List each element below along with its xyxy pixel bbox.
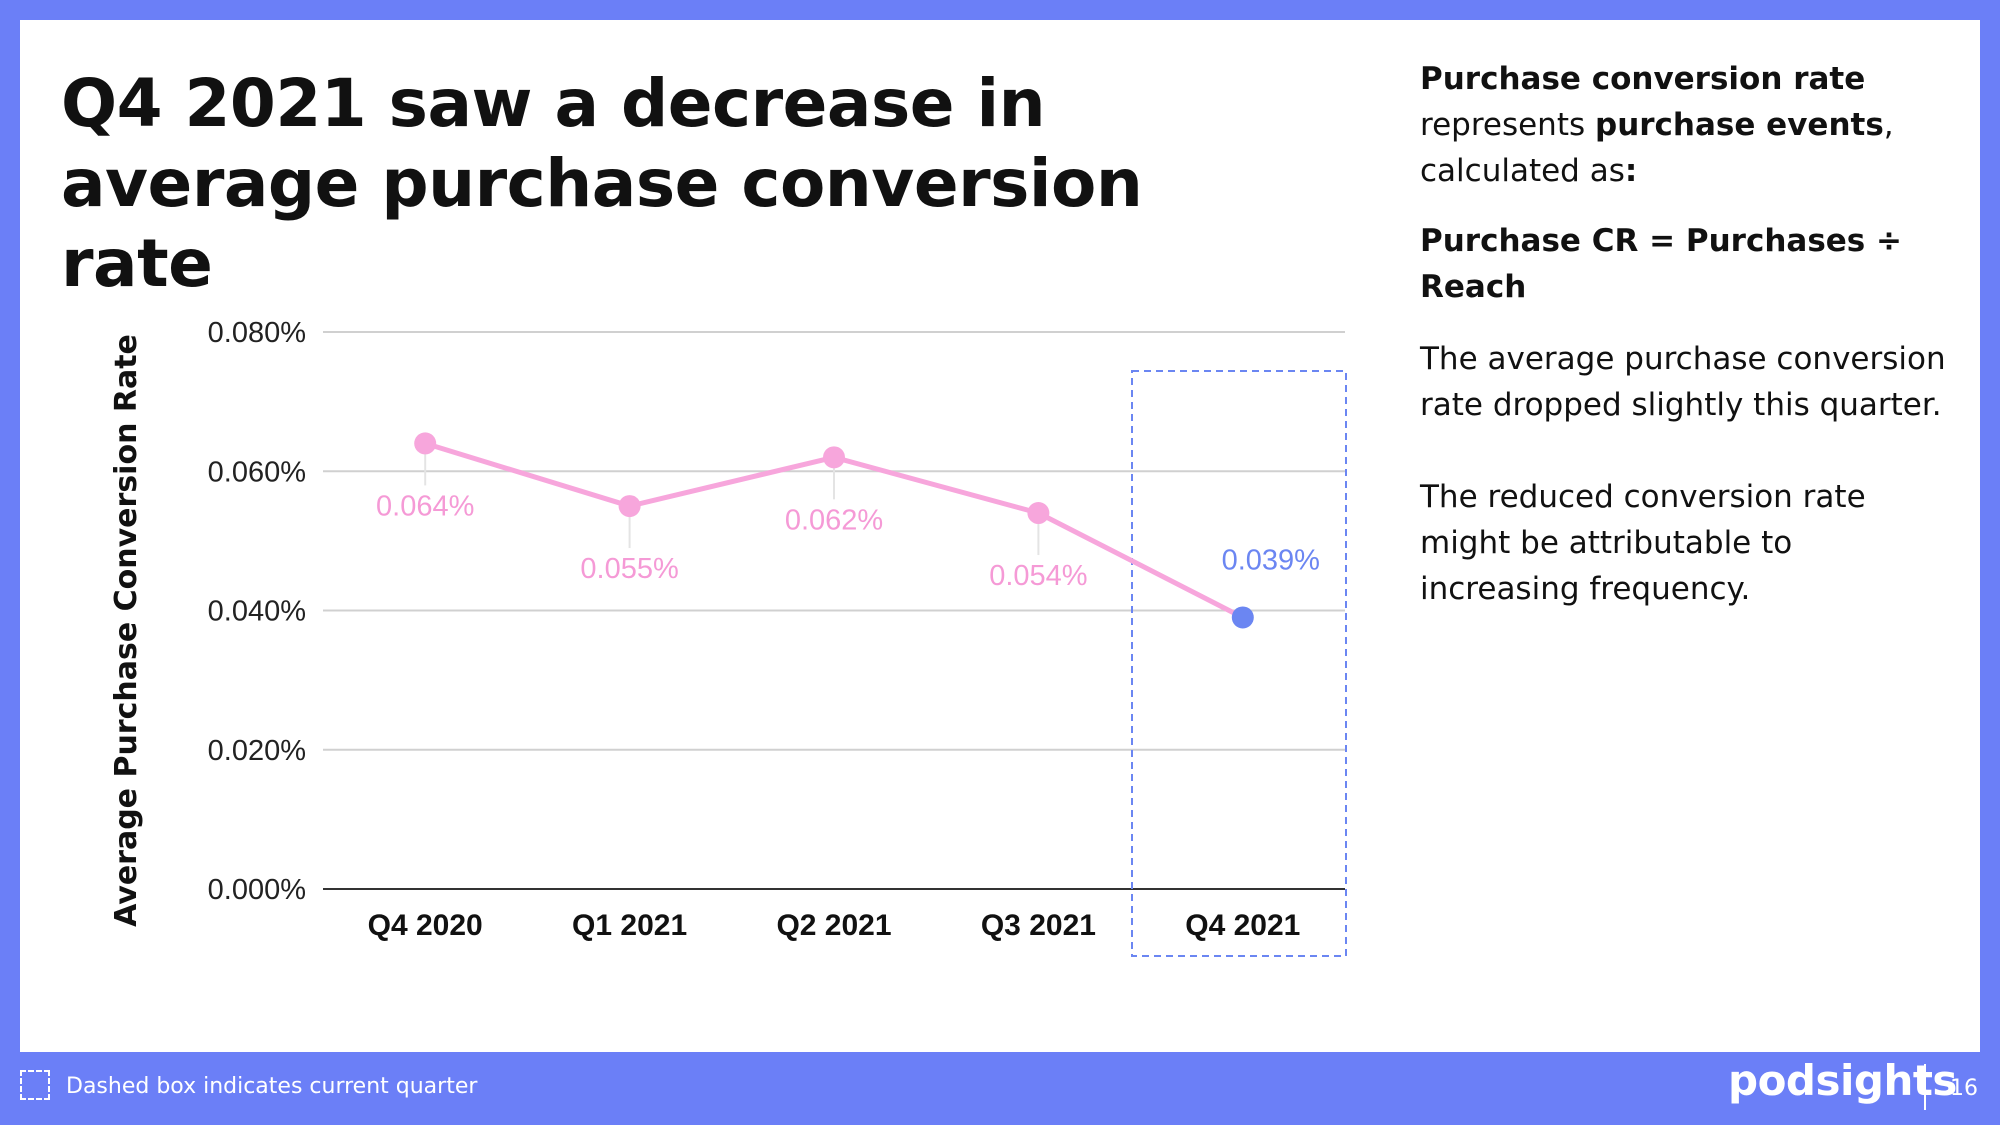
x-tick-label: Q3 2021	[981, 909, 1096, 942]
current-quarter-box	[1131, 370, 1347, 957]
footer-divider	[1924, 1064, 1926, 1110]
y-tick-label: 0.060%	[208, 456, 306, 488]
insight-paragraph: The average purchase conversion rate dro…	[1420, 341, 1946, 423]
definition-colon: :	[1624, 153, 1638, 189]
explanation-paragraph: The reduced conversion rate might be att…	[1420, 479, 1866, 607]
definition-text: represents	[1420, 107, 1586, 143]
y-tick-label: 0.080%	[208, 317, 306, 349]
data-label: 0.062%	[785, 504, 883, 536]
definition-paragraph: Purchase conversion rate represents purc…	[1420, 56, 1960, 194]
y-tick-label: 0.000%	[208, 874, 306, 906]
data-point	[823, 446, 845, 469]
definition-events: purchase events	[1595, 107, 1884, 143]
x-tick-label: Q4 2020	[368, 909, 483, 942]
data-label: 0.064%	[376, 490, 474, 522]
x-tick-label: Q1 2021	[572, 909, 687, 942]
brand-logo: podsights	[1728, 1056, 1957, 1105]
y-tick-label: 0.020%	[208, 735, 306, 767]
footer-note: Dashed box indicates current quarter	[66, 1074, 478, 1099]
data-label: 0.039%	[1222, 544, 1320, 576]
y-axis-label: Average Purchase Conversion Rate	[109, 334, 144, 927]
side-panel: Purchase conversion rate represents purc…	[1420, 56, 1960, 612]
slide-title: Q4 2021 saw a decrease in average purcha…	[61, 65, 1143, 302]
data-label: 0.055%	[580, 553, 678, 585]
dashed-box-icon	[20, 1070, 50, 1100]
data-point	[1231, 606, 1254, 629]
definition-term: Purchase conversion rate	[1420, 61, 1866, 97]
slide: Q4 2021 saw a decrease in average purcha…	[20, 20, 1980, 1052]
definition-comma: ,	[1883, 107, 1894, 143]
data-point	[1027, 502, 1050, 525]
data-point	[618, 495, 641, 518]
y-tick-label: 0.040%	[208, 596, 306, 628]
formula: Purchase CR = Purchases ÷ Reach	[1420, 223, 1903, 305]
page-number: 16	[1950, 1076, 1978, 1101]
data-label: 0.054%	[989, 560, 1087, 592]
data-point	[414, 432, 437, 455]
definition-calc: calculated as	[1420, 153, 1625, 189]
x-tick-label: Q4 2021	[1185, 909, 1300, 942]
x-tick-label: Q2 2021	[776, 909, 891, 942]
